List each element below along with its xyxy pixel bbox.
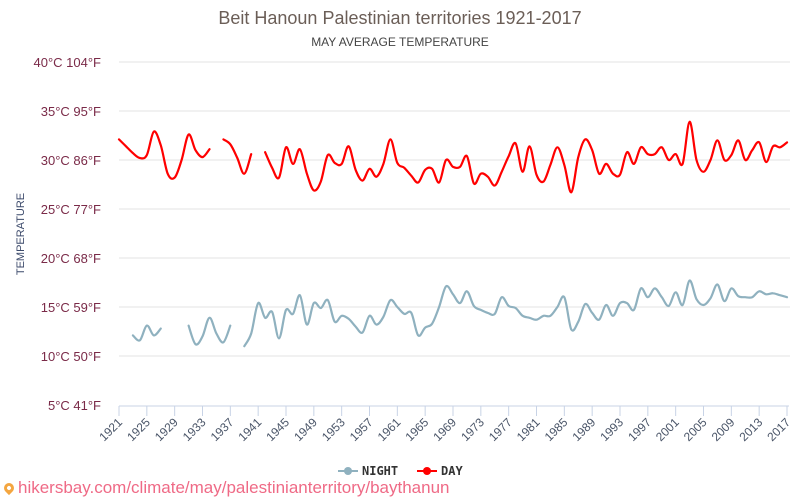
series-line-day xyxy=(222,138,253,175)
x-tick-label: 1945 xyxy=(263,415,292,444)
x-tick-label: 1949 xyxy=(291,415,320,444)
x-tick-label: 1953 xyxy=(319,415,348,444)
x-tick-label: 1933 xyxy=(180,415,209,444)
x-tick-label: 2005 xyxy=(681,415,710,444)
legend-day-label: DAY xyxy=(441,464,463,478)
series-line-night xyxy=(187,316,232,346)
y-tick-label: 5°C 41°F xyxy=(48,398,101,413)
x-tick-label: 1921 xyxy=(96,415,125,444)
chart-subtitle: MAY AVERAGE TEMPERATURE xyxy=(311,35,489,49)
x-tick-label: 1977 xyxy=(486,415,515,444)
x-tick-label: 2013 xyxy=(737,415,766,444)
x-tick-label: 1997 xyxy=(625,415,654,444)
x-tick-label: 1961 xyxy=(375,415,404,444)
y-tick-label: 40°C 104°F xyxy=(34,55,102,70)
x-tick-label: 1989 xyxy=(570,415,599,444)
x-tick-label: 2001 xyxy=(653,415,682,444)
series-line-night xyxy=(243,279,789,348)
series-night xyxy=(131,279,789,348)
series-lines xyxy=(117,120,789,348)
x-tick-label: 1957 xyxy=(347,415,376,444)
legend-night-swatch-marker xyxy=(344,467,352,475)
x-tick-label: 1925 xyxy=(124,415,153,444)
x-tick-label: 1993 xyxy=(597,415,626,444)
x-tick-label: 2017 xyxy=(764,415,793,444)
x-tick-label: 1985 xyxy=(542,415,571,444)
legend: NIGHT DAY xyxy=(338,464,463,478)
source-url-text[interactable]: hikersbay.com/climate/may/palestinianter… xyxy=(18,478,450,497)
y-tick-label: 30°C 86°F xyxy=(41,153,101,168)
x-tick-label: 1937 xyxy=(208,415,237,444)
y-axis-label: TEMPERATURE xyxy=(15,193,27,275)
x-tick-label: 1981 xyxy=(514,415,543,444)
y-axis-ticks: 40°C 104°F 35°C 95°F 30°C 86°F 25°C 77°F 20°… xyxy=(34,55,102,413)
y-tick-label: 35°C 95°F xyxy=(41,104,101,119)
y-tick-label: 20°C 68°F xyxy=(41,251,101,266)
x-tick-label: 1969 xyxy=(430,415,459,444)
chart-title: Beit Hanoun Palestinian territories 1921… xyxy=(218,8,581,28)
legend-day-swatch-marker xyxy=(423,467,431,475)
y-tick-label: 10°C 50°F xyxy=(41,349,101,364)
legend-night-label: NIGHT xyxy=(362,464,398,478)
map-pin-icon xyxy=(1,480,17,496)
legend-item-day[interactable]: DAY xyxy=(417,464,463,478)
x-tick-label: 1941 xyxy=(236,415,265,444)
x-tick-label: 1929 xyxy=(152,415,181,444)
series-line-night xyxy=(131,324,162,342)
x-tick-label: 1973 xyxy=(458,415,487,444)
x-axis: 1921 1925 1929 1933 1937 1941 1945 1949 1953 1957… xyxy=(96,405,793,444)
y-tick-label: 25°C 77°F xyxy=(41,202,101,217)
series-line-day xyxy=(117,130,211,180)
series-day xyxy=(117,120,789,194)
grid-lines xyxy=(119,61,790,357)
series-line-day xyxy=(264,120,789,194)
source-link[interactable]: hikersbay.com/climate/may/palestinianter… xyxy=(1,478,450,498)
x-tick-label: 2009 xyxy=(709,415,738,444)
x-tick-label: 1965 xyxy=(403,415,432,444)
y-tick-label: 15°C 59°F xyxy=(41,300,101,315)
legend-item-night[interactable]: NIGHT xyxy=(338,464,398,478)
